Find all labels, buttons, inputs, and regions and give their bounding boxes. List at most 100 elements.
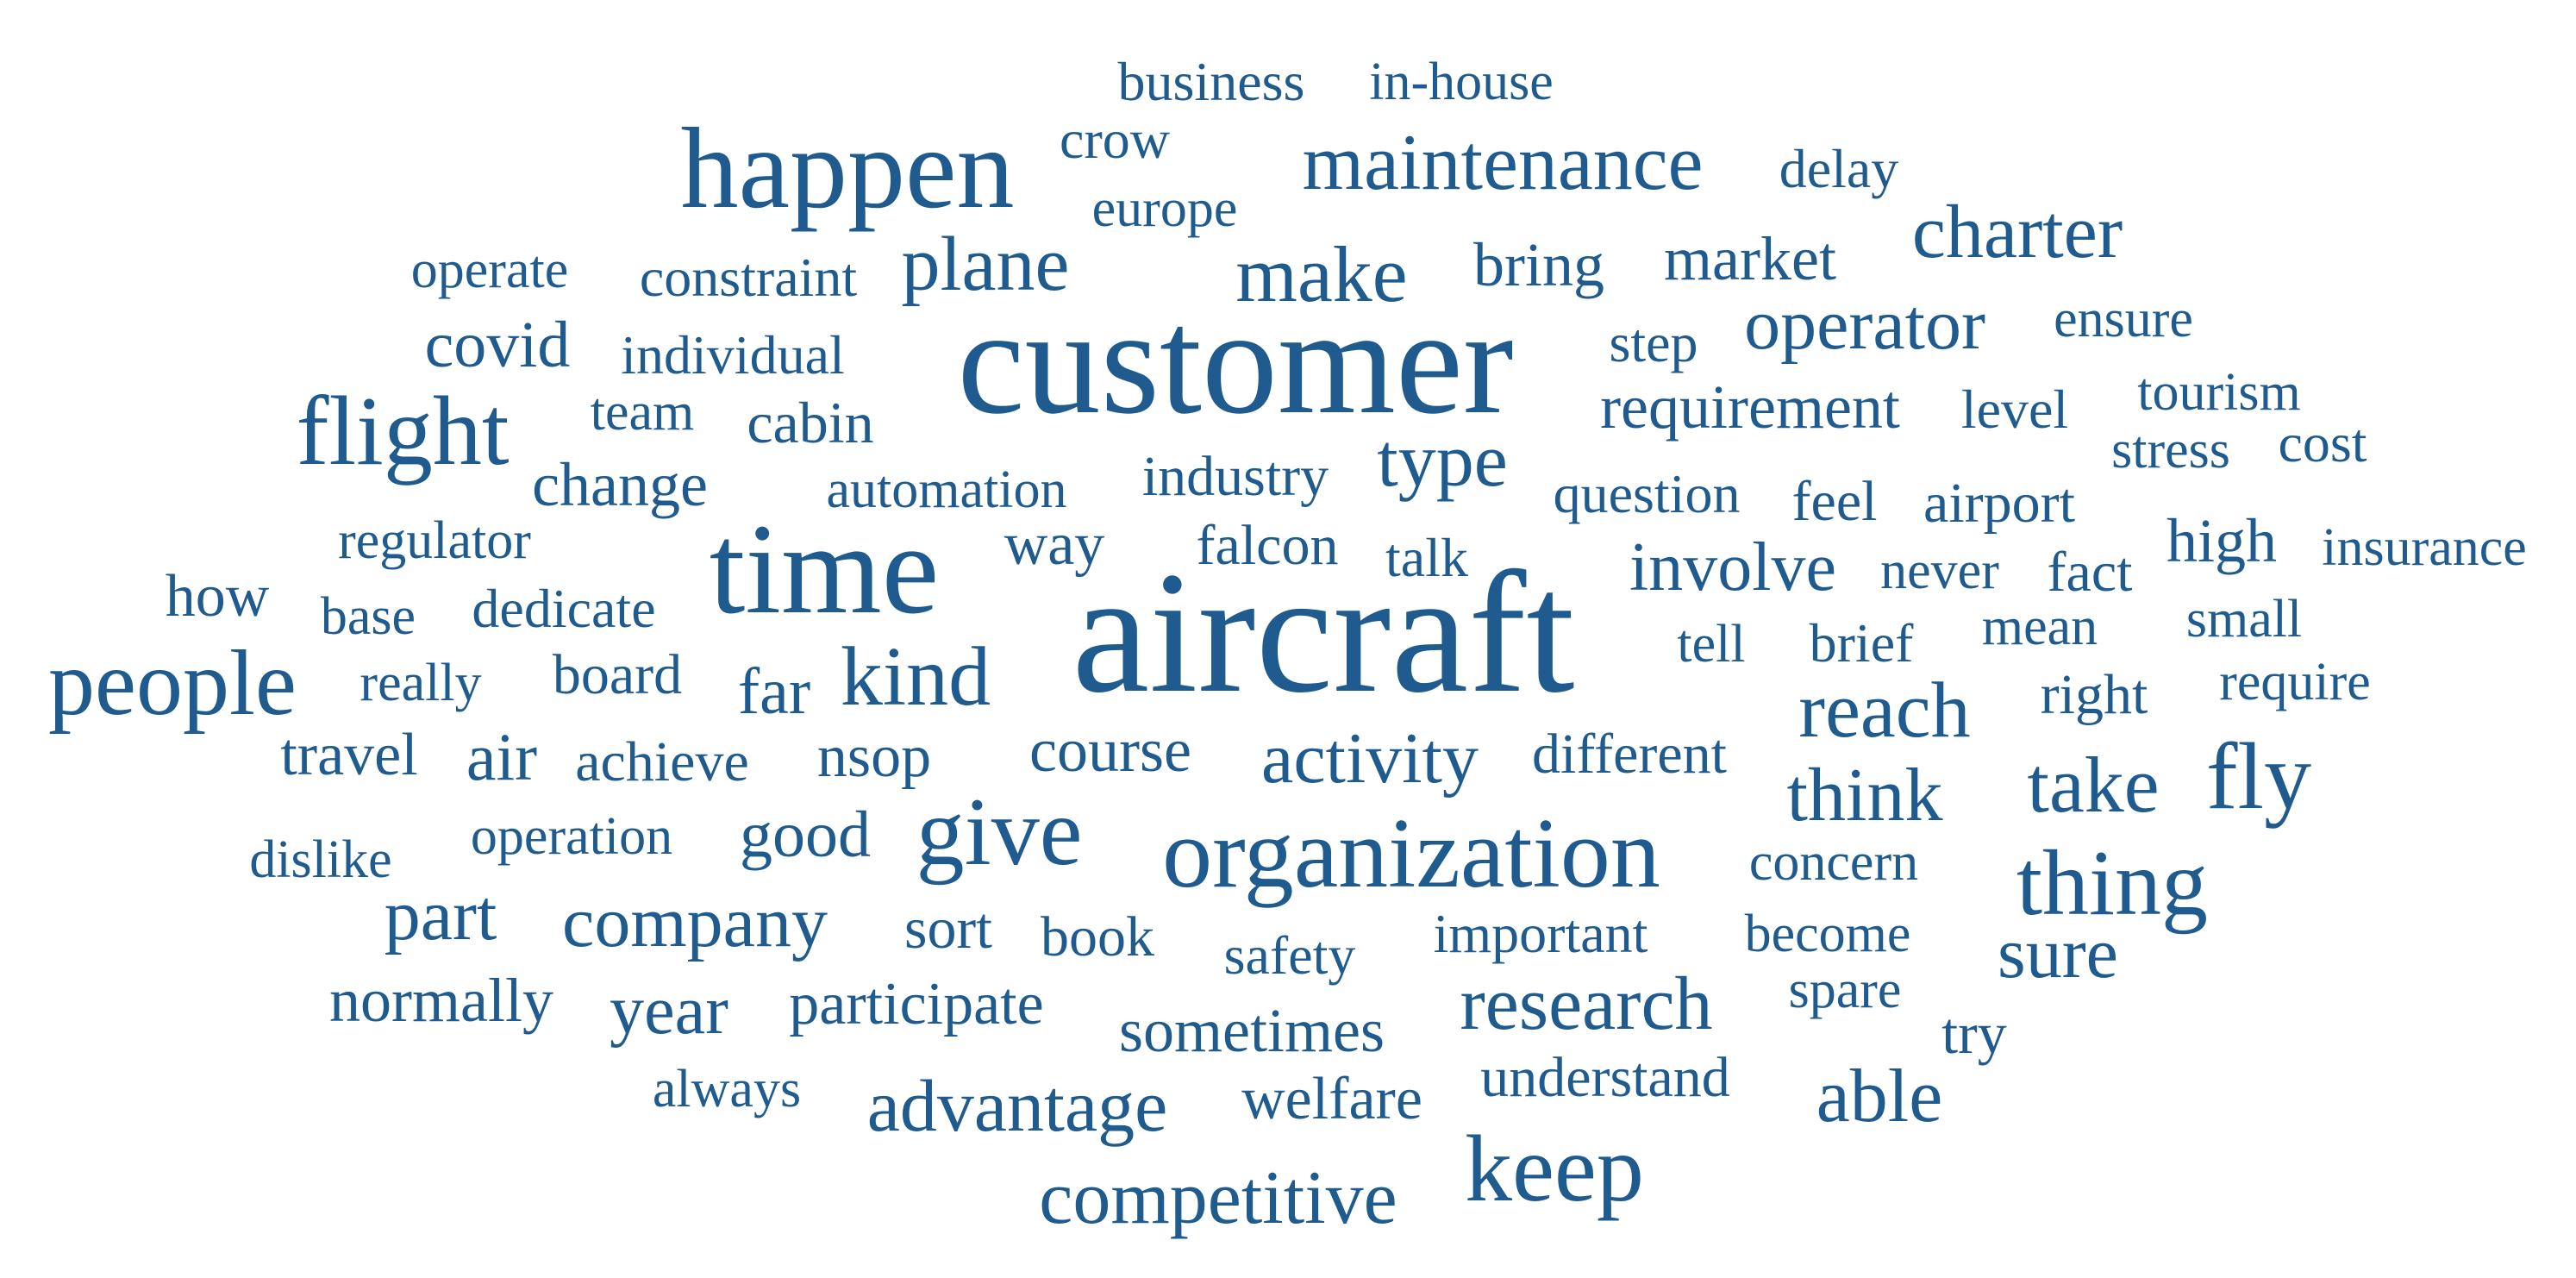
word-kind: kind: [840, 630, 991, 724]
word-year: year: [610, 973, 728, 1049]
word-way: way: [1004, 511, 1105, 578]
word-brief: brief: [1809, 612, 1914, 673]
word-never: never: [1880, 542, 1999, 600]
word-how: how: [165, 563, 270, 630]
word-think: think: [1786, 754, 1943, 837]
word-organization: organization: [1162, 799, 1660, 909]
word-operation: operation: [470, 807, 673, 866]
word-operator: operator: [1744, 285, 1985, 365]
word-small: small: [2185, 590, 2303, 648]
word-market: market: [1664, 224, 1836, 293]
word-right: right: [2040, 663, 2148, 726]
word-insurance: insurance: [2322, 518, 2527, 577]
word-always: always: [652, 1060, 802, 1118]
word-travel: travel: [280, 722, 418, 788]
word-understand: understand: [1480, 1046, 1730, 1109]
word-charter: charter: [1911, 191, 2123, 274]
word-europe: europe: [1091, 179, 1238, 238]
word-become: become: [1744, 905, 1911, 963]
word-activity: activity: [1261, 718, 1479, 799]
word-air: air: [466, 719, 538, 794]
word-research: research: [1460, 962, 1713, 1046]
word-involve: involve: [1629, 529, 1836, 605]
word-operate: operate: [410, 241, 569, 299]
word-reach: reach: [1798, 666, 1971, 754]
word-requirement: requirement: [1600, 373, 1900, 442]
word-spare: spare: [1788, 961, 1902, 1019]
word-team: team: [590, 383, 695, 442]
word-falcon: falcon: [1196, 514, 1339, 577]
word-sure: sure: [1998, 913, 2118, 993]
word-feel: feel: [1791, 470, 1878, 533]
word-automation: automation: [826, 460, 1067, 519]
word-concern: concern: [1748, 833, 1919, 892]
word-bring: bring: [1473, 230, 1604, 299]
word-industry: industry: [1141, 445, 1329, 508]
word-part: part: [384, 875, 497, 955]
word-people: people: [48, 632, 297, 735]
word-sometimes: sometimes: [1119, 996, 1385, 1065]
word-in-house: in-house: [1369, 53, 1554, 111]
word-fly: fly: [2205, 724, 2312, 829]
word-talk: talk: [1385, 527, 1468, 588]
word-base: base: [320, 587, 416, 646]
word-make: make: [1235, 230, 1408, 318]
word-far: far: [737, 655, 811, 728]
word-able: able: [1816, 1055, 1943, 1138]
word-achieve: achieve: [575, 730, 749, 793]
word-stress: stress: [2111, 421, 2230, 479]
word-fact: fact: [2047, 541, 2133, 604]
word-constraint: constraint: [639, 247, 858, 308]
word-regulator: regulator: [338, 511, 531, 570]
word-aircraft: aircraft: [1072, 536, 1575, 729]
word-change: change: [532, 450, 708, 519]
word-course: course: [1029, 716, 1191, 785]
word-mean: mean: [1981, 598, 2098, 656]
word-book: book: [1041, 905, 1154, 968]
word-safety: safety: [1223, 924, 1356, 986]
word-ensure: ensure: [2054, 290, 2193, 348]
word-time: time: [709, 498, 940, 641]
word-normally: normally: [329, 966, 553, 1035]
word-high: high: [2166, 506, 2278, 575]
word-nsop: nsop: [816, 724, 932, 790]
word-level: level: [1960, 379, 2069, 440]
word-welfare: welfare: [1241, 1066, 1422, 1132]
word-dedicate: dedicate: [472, 578, 656, 639]
word-board: board: [552, 643, 683, 706]
word-customer: customer: [957, 278, 1514, 446]
word-try: try: [1941, 1000, 2007, 1066]
word-give: give: [916, 779, 1083, 886]
word-delay: delay: [1779, 138, 1899, 199]
word-crow: crow: [1060, 109, 1170, 170]
word-advantage: advantage: [866, 1064, 1168, 1147]
word-thing: thing: [2016, 832, 2209, 935]
word-different: different: [1531, 723, 1728, 786]
word-competitive: competitive: [1039, 1156, 1397, 1240]
word-cabin: cabin: [747, 390, 874, 455]
word-individual: individual: [621, 324, 845, 385]
word-business: business: [1117, 51, 1305, 112]
word-sort: sort: [904, 895, 992, 961]
word-step: step: [1609, 312, 1698, 373]
word-good: good: [740, 799, 871, 871]
word-tell: tell: [1677, 615, 1746, 673]
word-dislike: dislike: [249, 830, 392, 889]
word-really: really: [360, 654, 482, 712]
word-covid: covid: [424, 309, 571, 381]
word-take: take: [2027, 741, 2160, 829]
word-plane: plane: [901, 222, 1070, 307]
word-important: important: [1433, 903, 1648, 964]
word-require: require: [2219, 653, 2371, 711]
word-maintenance: maintenance: [1302, 118, 1704, 206]
word-participate: participate: [789, 971, 1044, 1037]
word-cost: cost: [2278, 412, 2367, 473]
word-flight: flight: [296, 376, 510, 486]
word-happen: happen: [680, 104, 1015, 232]
word-airport: airport: [1923, 472, 2075, 535]
word-company: company: [562, 882, 828, 962]
word-type: type: [1377, 419, 1508, 503]
word-keep: keep: [1465, 1116, 1644, 1221]
word-tourism: tourism: [2137, 363, 2301, 422]
